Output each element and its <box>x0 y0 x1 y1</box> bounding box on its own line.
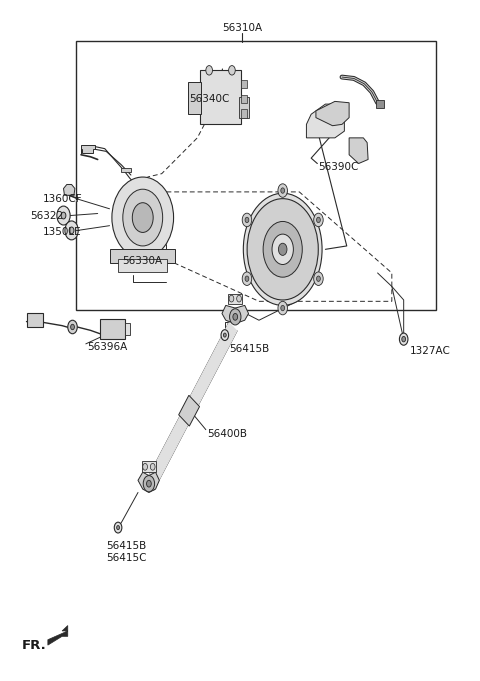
Circle shape <box>229 296 234 302</box>
Text: 56390C: 56390C <box>318 162 359 172</box>
Circle shape <box>221 330 228 340</box>
Polygon shape <box>81 144 96 153</box>
Circle shape <box>245 217 249 223</box>
Circle shape <box>281 188 285 193</box>
Circle shape <box>150 464 155 470</box>
Polygon shape <box>121 168 131 172</box>
Circle shape <box>123 189 163 246</box>
Circle shape <box>143 475 155 492</box>
Bar <box>241 95 247 103</box>
Polygon shape <box>48 626 68 645</box>
Bar <box>76 42 436 310</box>
Circle shape <box>314 272 323 285</box>
Circle shape <box>278 184 288 197</box>
Text: 1327AC: 1327AC <box>410 347 451 356</box>
Text: 56330A: 56330A <box>123 257 163 266</box>
Polygon shape <box>222 305 249 323</box>
Polygon shape <box>63 185 75 195</box>
Circle shape <box>399 333 408 345</box>
Circle shape <box>61 212 66 219</box>
Circle shape <box>65 221 78 240</box>
Circle shape <box>237 296 241 302</box>
Circle shape <box>68 320 77 334</box>
Text: 56322: 56322 <box>30 210 63 221</box>
Circle shape <box>314 213 323 227</box>
Text: 56415C: 56415C <box>106 553 146 563</box>
Circle shape <box>143 464 147 470</box>
Circle shape <box>272 234 293 264</box>
Circle shape <box>278 301 288 315</box>
Circle shape <box>206 65 213 75</box>
Text: 56415B: 56415B <box>106 541 146 551</box>
Text: 1360CF: 1360CF <box>43 193 83 204</box>
Circle shape <box>263 221 302 277</box>
Circle shape <box>316 217 320 223</box>
Circle shape <box>281 305 285 311</box>
Circle shape <box>117 526 120 530</box>
Circle shape <box>278 243 287 255</box>
Ellipse shape <box>112 177 174 258</box>
Bar <box>188 82 201 114</box>
Text: 56340C: 56340C <box>189 94 229 104</box>
Bar <box>200 70 241 125</box>
Circle shape <box>114 522 122 533</box>
Polygon shape <box>138 472 159 492</box>
Bar <box>125 323 131 335</box>
Circle shape <box>71 324 74 330</box>
Circle shape <box>242 213 252 227</box>
Text: FR.: FR. <box>22 639 47 652</box>
Circle shape <box>402 336 406 342</box>
Bar <box>142 462 156 471</box>
Polygon shape <box>349 138 368 163</box>
Circle shape <box>69 227 74 234</box>
Circle shape <box>228 65 235 75</box>
Circle shape <box>243 193 322 305</box>
Text: 56310A: 56310A <box>222 23 263 33</box>
Polygon shape <box>146 323 237 490</box>
Polygon shape <box>316 101 349 126</box>
Circle shape <box>245 276 249 281</box>
Bar <box>376 100 384 108</box>
Bar <box>100 319 125 339</box>
Bar <box>26 313 43 327</box>
Bar <box>118 259 168 272</box>
Polygon shape <box>306 104 344 138</box>
Circle shape <box>57 206 70 225</box>
Circle shape <box>223 333 226 337</box>
Circle shape <box>233 313 238 320</box>
Text: 56400B: 56400B <box>207 429 247 439</box>
Circle shape <box>242 272 252 285</box>
Bar <box>241 110 247 118</box>
Bar <box>241 80 247 88</box>
Circle shape <box>146 480 151 487</box>
Text: 56396A: 56396A <box>87 343 128 352</box>
Polygon shape <box>179 395 200 426</box>
Bar <box>228 294 242 304</box>
Circle shape <box>247 199 318 300</box>
Bar <box>110 249 175 264</box>
Text: 1350LE: 1350LE <box>43 227 82 238</box>
Circle shape <box>132 203 153 232</box>
Bar <box>239 97 249 118</box>
Circle shape <box>316 276 320 281</box>
Circle shape <box>229 308 241 325</box>
Text: 56415B: 56415B <box>229 344 270 353</box>
